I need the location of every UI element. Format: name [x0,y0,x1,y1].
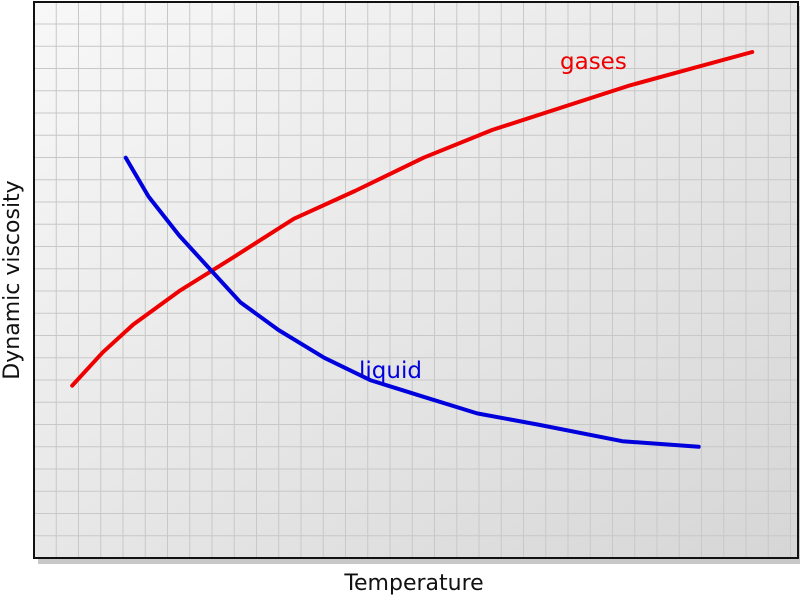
series-label-liquid: liquid [359,358,422,384]
x-axis-title: Temperature [343,571,483,596]
plot-frame [33,1,799,559]
y-axis-title: Dynamic viscosity [0,180,25,379]
series-label-gases: gases [560,49,627,75]
series-line-gases [70,50,755,388]
series-line-liquid [123,155,701,449]
series-layer [70,50,755,449]
plot-background [34,2,798,558]
grid-lines [34,2,798,558]
